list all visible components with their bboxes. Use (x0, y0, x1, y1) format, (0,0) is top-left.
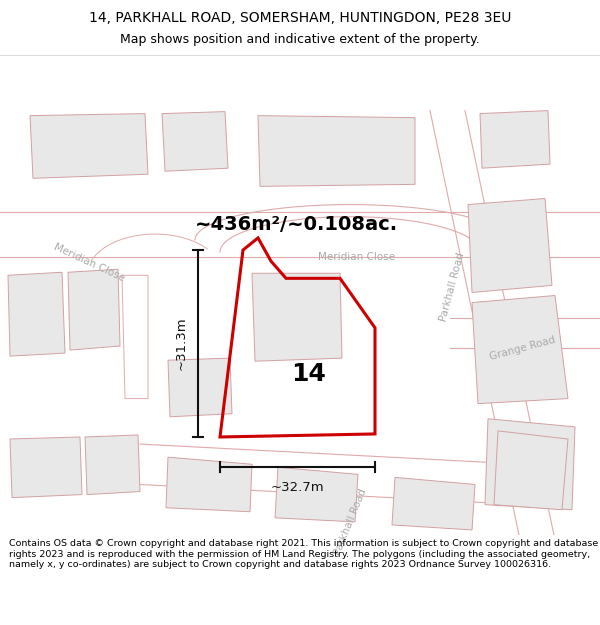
Polygon shape (258, 116, 415, 186)
Text: Meridian Close: Meridian Close (318, 252, 395, 262)
Polygon shape (30, 114, 148, 178)
Polygon shape (85, 435, 140, 494)
Polygon shape (8, 272, 65, 356)
Polygon shape (68, 269, 120, 350)
Text: Grange Road: Grange Road (488, 334, 556, 362)
Polygon shape (0, 212, 600, 257)
Text: Contains OS data © Crown copyright and database right 2021. This information is : Contains OS data © Crown copyright and d… (9, 539, 598, 569)
Polygon shape (166, 458, 252, 512)
Polygon shape (392, 478, 475, 530)
Text: ~31.3m: ~31.3m (175, 317, 188, 371)
Text: ~436m²/~0.108ac.: ~436m²/~0.108ac. (195, 215, 398, 234)
Polygon shape (450, 312, 600, 353)
Text: Meridian Close: Meridian Close (52, 241, 126, 283)
Polygon shape (10, 437, 82, 498)
Text: ~32.7m: ~32.7m (271, 481, 325, 494)
Polygon shape (485, 419, 575, 510)
Polygon shape (472, 296, 568, 404)
Polygon shape (252, 273, 342, 361)
Polygon shape (480, 111, 550, 168)
Text: Parkhall Road: Parkhall Road (438, 252, 466, 323)
Text: Map shows position and indicative extent of the property.: Map shows position and indicative extent… (120, 33, 480, 46)
Polygon shape (494, 431, 568, 510)
Polygon shape (468, 199, 552, 292)
Polygon shape (430, 111, 520, 540)
Polygon shape (168, 358, 232, 417)
Polygon shape (140, 444, 520, 504)
Text: Parkhall Road: Parkhall Road (332, 487, 368, 557)
Polygon shape (162, 112, 228, 171)
Text: 14, PARKHALL ROAD, SOMERSHAM, HUNTINGDON, PE28 3EU: 14, PARKHALL ROAD, SOMERSHAM, HUNTINGDON… (89, 11, 511, 24)
Text: 14: 14 (292, 362, 326, 386)
Polygon shape (275, 468, 358, 522)
